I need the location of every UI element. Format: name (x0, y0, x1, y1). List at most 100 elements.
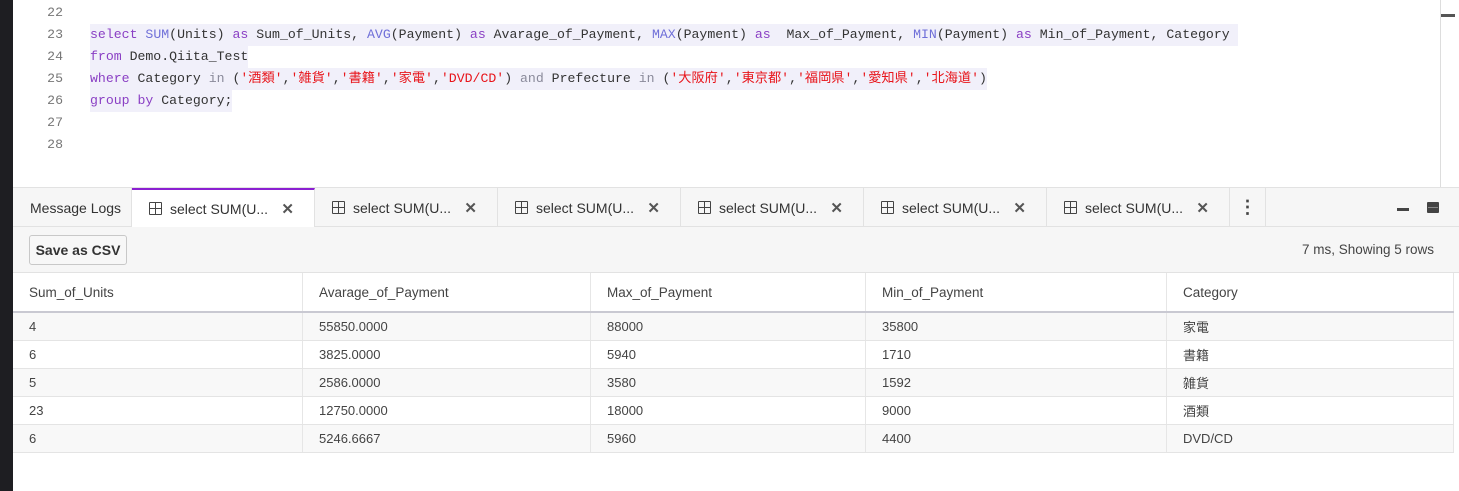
column-header[interactable]: Sum_of_Units (13, 273, 303, 311)
table-cell: 1592 (866, 369, 1167, 396)
code-line: 24 from Demo.Qiita_Test (13, 46, 1433, 68)
code-token: Prefecture (543, 71, 639, 86)
table-cell: 2586.0000 (303, 369, 591, 396)
code-line: 27 (13, 112, 1433, 134)
code-token: Demo.Qiita_Test (121, 49, 249, 64)
close-icon[interactable]: ✕ (647, 199, 660, 217)
tab-result-4[interactable]: select SUM(U... ✕ (681, 188, 864, 227)
table-cell: 12750.0000 (303, 397, 591, 424)
string-literal: '大阪府' (670, 71, 726, 86)
table-cell: 9000 (866, 397, 1167, 424)
table-cell: 3580 (591, 369, 866, 396)
keyword: where (90, 71, 130, 86)
tab-label: select SUM(U... (719, 199, 818, 216)
table-cell: 酒類 (1167, 397, 1454, 424)
code-token: (Units) (169, 27, 233, 42)
table-cell: 4 (13, 313, 303, 340)
tab-label: select SUM(U... (1085, 199, 1184, 216)
table-cell: 3825.0000 (303, 341, 591, 368)
column-header[interactable]: Category (1167, 273, 1454, 311)
string-literal: '福岡県' (797, 71, 853, 86)
column-header[interactable]: Max_of_Payment (591, 273, 866, 311)
code-token: , (282, 71, 291, 86)
table-cell: 1710 (866, 341, 1167, 368)
code-token: ( (224, 71, 241, 86)
table-cell: 4400 (866, 425, 1167, 452)
table-grid-icon (698, 201, 711, 214)
table-grid-icon (515, 201, 528, 214)
line-number: 28 (47, 137, 63, 152)
tab-result-2[interactable]: select SUM(U... ✕ (315, 188, 498, 227)
code-line: 22 (13, 2, 1433, 24)
code-text[interactable]: from Demo.Qiita_Test (90, 46, 249, 68)
code-token: Min_of_Payment, Category (1031, 27, 1238, 42)
keyword: group by (90, 93, 154, 108)
code-text[interactable]: select SUM(Units) as Sum_of_Units, AVG(P… (90, 24, 1238, 46)
table-row[interactable]: 5 2586.0000 3580 1592 雑貨 (13, 369, 1454, 397)
table-cell: 家電 (1167, 313, 1454, 340)
tab-label: select SUM(U... (170, 200, 269, 217)
code-token: Category (129, 71, 209, 86)
tab-result-3[interactable]: select SUM(U... ✕ (498, 188, 681, 227)
table-cell: 88000 (591, 313, 866, 340)
code-token: , (332, 71, 341, 86)
tab-result-1[interactable]: select SUM(U... ✕ (132, 188, 315, 227)
keyword: as (754, 27, 771, 42)
table-cell: 5960 (591, 425, 866, 452)
keyword: select (90, 27, 138, 42)
close-icon[interactable]: ✕ (464, 199, 477, 217)
query-status: 7 ms, Showing 5 rows (1301, 242, 1434, 257)
function-name: MAX (651, 27, 676, 42)
line-number: 27 (47, 115, 63, 130)
string-literal: '北海道' (923, 71, 980, 86)
line-number: 26 (47, 93, 63, 108)
table-row[interactable]: 6 3825.0000 5940 1710 書籍 (13, 341, 1454, 369)
column-header[interactable]: Avarage_of_Payment (303, 273, 591, 311)
string-literal: '書籍' (340, 71, 383, 86)
more-tabs-icon[interactable]: ⋮ (1230, 188, 1266, 227)
table-row[interactable]: 6 5246.6667 5960 4400 DVD/CD (13, 425, 1454, 453)
code-token: , (432, 71, 441, 86)
close-icon[interactable]: ✕ (830, 199, 843, 217)
code-token: Sum_of_Units, (248, 27, 368, 42)
code-token: ) (504, 71, 521, 86)
tab-label: select SUM(U... (353, 199, 452, 216)
code-token: (Payment) (675, 27, 755, 42)
maximize-icon[interactable] (1427, 202, 1439, 213)
operator: and (520, 71, 544, 86)
code-text[interactable]: where Category in ('酒類','雑貨','書籍','家電','… (90, 68, 987, 90)
minimize-icon[interactable] (1397, 208, 1409, 211)
code-token: Max_of_Payment, (770, 27, 914, 42)
string-literal: '酒類' (240, 71, 283, 86)
scrollbar-thumb[interactable] (1441, 14, 1455, 17)
close-icon[interactable]: ✕ (1013, 199, 1026, 217)
results-table: Sum_of_Units Avarage_of_Payment Max_of_Pay… (13, 273, 1454, 453)
tab-result-6[interactable]: select SUM(U... ✕ (1047, 188, 1230, 227)
save-as-csv-button[interactable]: Save as CSV (29, 235, 127, 265)
activity-bar (0, 0, 13, 491)
table-row[interactable]: 23 12750.0000 18000 9000 酒類 (13, 397, 1454, 425)
close-icon[interactable]: ✕ (281, 200, 294, 218)
code-token: , (852, 71, 861, 86)
table-cell: 55850.0000 (303, 313, 591, 340)
column-header[interactable]: Min_of_Payment (866, 273, 1167, 311)
code-token: , (789, 71, 798, 86)
table-row[interactable]: 4 55850.0000 88000 35800 家電 (13, 313, 1454, 341)
code-token: ( (654, 71, 671, 86)
line-number: 23 (47, 27, 63, 42)
tab-label: Message Logs (30, 199, 122, 216)
string-literal: '東京都' (733, 71, 790, 86)
table-cell: 5 (13, 369, 303, 396)
code-token: (Payment) (936, 27, 1016, 42)
table-cell: 35800 (866, 313, 1167, 340)
tab-message-logs[interactable]: Message Logs (13, 188, 132, 227)
sql-editor[interactable]: 22 23 select SUM(Units) as Sum_of_Units, A… (13, 0, 1459, 188)
table-cell: 雑貨 (1167, 369, 1454, 396)
editor-scrollbar[interactable] (1440, 0, 1441, 188)
table-cell: 6 (13, 425, 303, 452)
table-cell: 5940 (591, 341, 866, 368)
tab-result-5[interactable]: select SUM(U... ✕ (864, 188, 1047, 227)
results-toolbar: Save as CSV 7 ms, Showing 5 rows (13, 227, 1459, 273)
code-text[interactable]: group by Category; (90, 90, 233, 112)
close-icon[interactable]: ✕ (1196, 199, 1209, 217)
